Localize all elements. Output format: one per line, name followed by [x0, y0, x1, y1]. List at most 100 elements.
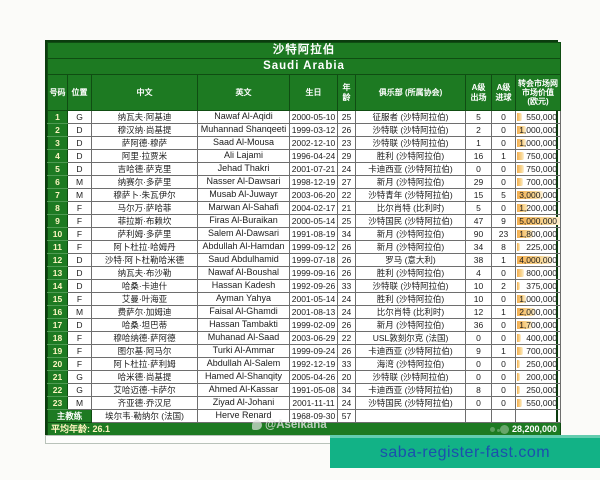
value-data-bar [517, 321, 532, 329]
promo-link-text: saba-register-fast.com [379, 444, 551, 461]
value-data-bar [517, 217, 560, 225]
cell-caps: 47 [465, 214, 492, 228]
value-data-bar [517, 308, 535, 316]
cell-age: 26 [337, 123, 356, 137]
cell-number: 4 [47, 149, 68, 163]
cell-club: 罗马 (意大利) [355, 253, 466, 267]
cell-age: 24 [337, 292, 356, 306]
cell-club: 沙特联 (沙特阿拉伯) [355, 136, 466, 150]
title-chinese: 沙特阿拉伯 [46, 42, 562, 59]
cell-chinese-name: 纳瓦夫·阿基迪 [91, 110, 198, 124]
cell-caps: 29 [465, 175, 492, 189]
cell-number: 14 [47, 279, 68, 293]
col-header-position: 位置 [67, 74, 92, 111]
cell-english-name: Nasser Al-Dawsari [197, 175, 290, 189]
cell-position: F [67, 227, 92, 241]
cell-chinese-name: 阿卜杜拉·哈姆丹 [91, 240, 198, 254]
cell-goals: 0 [491, 318, 516, 332]
cell-club: 胜利 (沙特阿拉伯) [355, 266, 466, 280]
cell-position: D [67, 123, 92, 137]
cell-english-name: Musab Al-Juwayr [197, 188, 290, 202]
cell-club: 沙特联 (沙特阿拉伯) [355, 370, 466, 384]
cell-market-value: 700,000 [514, 175, 562, 189]
cell-club: 新月 (沙特阿拉伯) [355, 227, 466, 241]
cell-market-value: 375,000 [514, 279, 562, 293]
cell-market-value: 200,000 [514, 370, 562, 384]
cell-caps: 16 [465, 149, 492, 163]
cell-birthday: 1999-09-24 [289, 344, 338, 358]
cell-age: 25 [337, 214, 356, 228]
cell-age: 26 [337, 253, 356, 267]
cell-age: 25 [337, 110, 356, 124]
cell-english-name: Saud Abdulhamid [197, 253, 290, 267]
value-data-bar [517, 360, 521, 368]
player-row: 22 G 艾哈迈德·卡萨尔 Ahmed Al-Kassar 1991-05-08… [47, 383, 562, 397]
cell-chinese-name: 菲拉斯·布赖坎 [91, 214, 198, 228]
cell-english-name: Firas Al-Buraikan [197, 214, 290, 228]
cell-club: 新月 (沙特阿拉伯) [355, 175, 466, 189]
player-row: 6 M 纳赛尔·多萨里 Nasser Al-Dawsari 1998-12-19… [47, 175, 562, 189]
cell-chinese-name: 艾哈迈德·卡萨尔 [91, 383, 198, 397]
cell-caps: 0 [465, 162, 492, 176]
value-data-bar [517, 152, 524, 160]
cell-number: 17 [47, 318, 68, 332]
cell-birthday: 2000-05-14 [289, 214, 338, 228]
cell-birthday: 1991-05-08 [289, 383, 338, 397]
player-row: 9 F 菲拉斯·布赖坎 Firas Al-Buraikan 2000-05-14… [47, 214, 562, 228]
cell-market-value: 1,000,000 [514, 136, 562, 150]
cell-club: 胜利 (沙特阿拉伯) [355, 292, 466, 306]
cell-position: F [67, 214, 92, 228]
value-data-bar [517, 256, 553, 264]
player-row: 2 D 穆汉纳·尚基提 Muhannad Shanqeeti 1999-03-1… [47, 123, 562, 137]
cell-english-name: Abdullah Al-Salem [197, 357, 290, 371]
player-row: 13 D 纳瓦夫·布沙勒 Nawaf Al-Boushal 1999-09-16… [47, 266, 562, 280]
coach-label: 主教练 [47, 409, 92, 423]
cell-club: 沙特国民 (沙特阿拉伯) [355, 214, 466, 228]
player-row: 15 F 艾曼·叶海亚 Ayman Yahya 2001-05-14 24 胜利… [47, 292, 562, 306]
cell-number: 20 [47, 357, 68, 371]
cell-market-value: 5,000,000 [514, 214, 562, 228]
player-row: 10 F 萨利姆·多萨里 Salem Al-Dawsari 1991-08-19… [47, 227, 562, 241]
cell-chinese-name: 哈桑·坦巴蒂 [91, 318, 198, 332]
cell-number: 3 [47, 136, 68, 150]
cell-english-name: Saad Al-Mousa [197, 136, 290, 150]
cell-age: 29 [337, 149, 356, 163]
value-data-bar [517, 230, 533, 238]
cell-chinese-name: 萨阿德·穆萨 [91, 136, 198, 150]
coach-chinese-name: 埃尔韦·勒纳尔 (法国) [91, 409, 198, 423]
cell-market-value: 225,000 [514, 240, 562, 254]
cell-market-value: 750,000 [514, 162, 562, 176]
cell-position: D [67, 266, 92, 280]
promo-link-overlay[interactable]: saba-register-fast.com [330, 435, 600, 468]
title-english: Saudi Arabia [46, 58, 562, 75]
squad-table: 沙特阿拉伯 Saudi Arabia 号码 位置 中文 英文 生日 年龄 俱乐部… [45, 40, 562, 439]
cell-club: 胜利 (沙特阿拉伯) [355, 149, 466, 163]
cell-caps: 5 [465, 110, 492, 124]
value-data-bar [517, 295, 526, 303]
cell-goals: 5 [491, 188, 516, 202]
player-row: 14 D 哈桑·卡迪什 Hassan Kadesh 1992-09-26 33 … [47, 279, 562, 293]
cell-position: M [67, 188, 92, 202]
player-row: 16 M 费萨尔·加姆迪 Faisal Al-Ghamdi 2001-08-13… [47, 305, 562, 319]
cell-age: 24 [337, 162, 356, 176]
cell-caps: 0 [465, 396, 492, 410]
cell-goals: 0 [491, 136, 516, 150]
cell-chinese-name: 穆汉纳·尚基提 [91, 123, 198, 137]
cell-chinese-name: 马尔万·萨哈菲 [91, 201, 198, 215]
cell-number: 21 [47, 370, 68, 384]
cell-birthday: 2005-04-26 [289, 370, 338, 384]
total-market-value: 28,200,000 [511, 423, 558, 434]
cell-caps: 36 [465, 318, 492, 332]
cell-birthday: 1999-02-09 [289, 318, 338, 332]
col-header-age: 年龄 [337, 74, 356, 111]
cell-age: 26 [337, 344, 356, 358]
weibo-watermark: @Aseikana [252, 419, 327, 431]
cell-age: 21 [337, 201, 356, 215]
cell-club: 沙特联 (沙特阿拉伯) [355, 279, 466, 293]
cell-english-name: Nawaf Al-Boushal [197, 266, 290, 280]
cell-caps: 5 [465, 201, 492, 215]
cell-english-name: Salem Al-Dawsari [197, 227, 290, 241]
player-row: 4 D 阿里·拉贾米 Ali Lajami 1996-04-24 29 胜利 (… [47, 149, 562, 163]
cell-market-value: 3,000,000 [514, 188, 562, 202]
cell-goals: 0 [491, 292, 516, 306]
